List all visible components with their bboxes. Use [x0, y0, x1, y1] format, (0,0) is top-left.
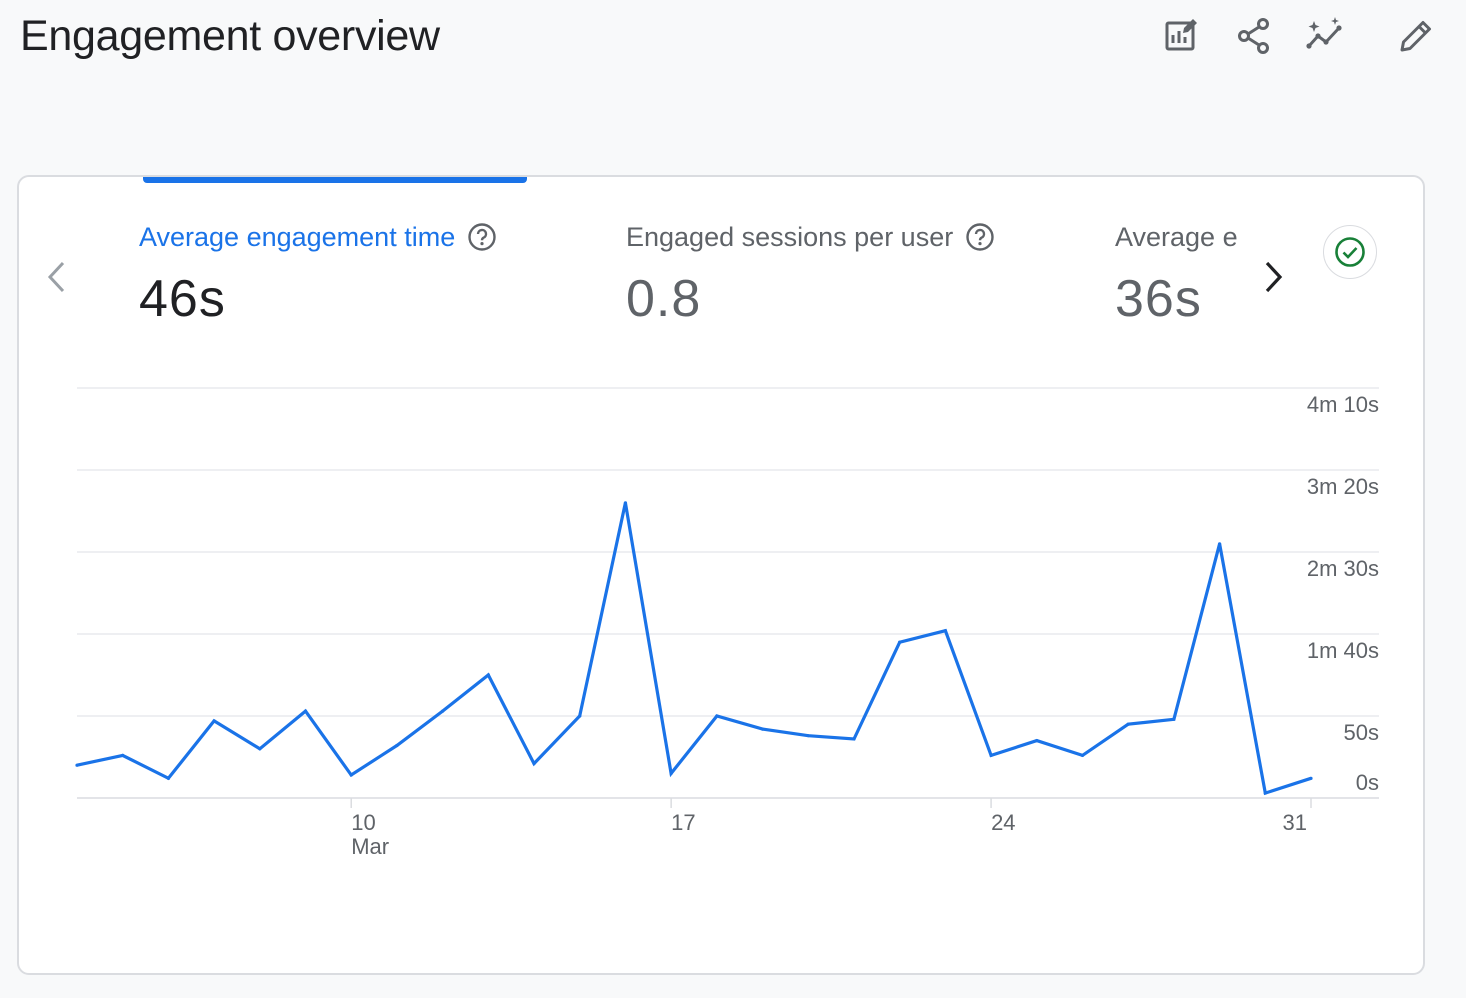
- data-point[interactable]: [1263, 791, 1267, 795]
- data-point[interactable]: [532, 761, 536, 766]
- data-point[interactable]: [1172, 717, 1176, 721]
- metric-tabs: Average engagement time 46s Engaged sess…: [139, 217, 1237, 327]
- data-point[interactable]: [1080, 753, 1085, 757]
- check-circle-icon: [1335, 237, 1365, 267]
- y-tick-label: 2m 30s: [1307, 556, 1379, 581]
- x-tick-label: 24: [991, 810, 1015, 835]
- share-icon: [1238, 18, 1269, 54]
- data-point[interactable]: [1217, 542, 1222, 546]
- metric-tab-avg-engagement-time[interactable]: Average engagement time 46s: [139, 217, 497, 327]
- series-line[interactable]: [76, 502, 1312, 796]
- data-point[interactable]: [212, 719, 216, 723]
- data-point[interactable]: [852, 737, 856, 741]
- data-point[interactable]: [395, 743, 399, 748]
- report-toolbar: [1160, 10, 1450, 60]
- metric-label: Engaged sessions per user: [626, 222, 954, 252]
- data-point[interactable]: [1035, 739, 1039, 743]
- data-point[interactable]: [441, 709, 445, 713]
- chevron-right-icon: [1265, 261, 1283, 293]
- data-point[interactable]: [898, 640, 902, 644]
- help-icon[interactable]: [467, 222, 497, 252]
- edit-button[interactable]: [1394, 14, 1438, 58]
- active-tab-indicator: [143, 177, 527, 183]
- metric-label: Average e: [1115, 222, 1237, 252]
- insights-button[interactable]: [1304, 14, 1348, 58]
- page-title: Engagement overview: [20, 12, 440, 60]
- x-tick-label: 10: [351, 810, 375, 835]
- x-tick-label: 17: [671, 810, 695, 835]
- metric-status-button[interactable]: [1323, 225, 1377, 279]
- metric-tab-engaged-sessions-per-user[interactable]: Engaged sessions per user 0.8: [626, 217, 995, 327]
- customize-report-icon: [1165, 19, 1197, 51]
- data-point[interactable]: [623, 501, 628, 505]
- data-point[interactable]: [349, 773, 353, 777]
- data-point[interactable]: [75, 763, 79, 767]
- metric-label: Average engagement time: [139, 222, 456, 252]
- data-point[interactable]: [989, 753, 993, 757]
- metric-value: 0.8: [626, 270, 702, 327]
- data-point[interactable]: [669, 771, 673, 776]
- y-tick-label: 50s: [1344, 720, 1379, 745]
- data-point[interactable]: [486, 673, 490, 677]
- y-tick-label: 3m 20s: [1307, 474, 1379, 499]
- engagement-card: Average engagement time 46s Engaged sess…: [17, 175, 1425, 975]
- metric-value: 36s: [1115, 270, 1202, 327]
- data-point[interactable]: [943, 629, 947, 633]
- metric-tab-average-engagement-per-session[interactable]: Average e 36s: [1115, 217, 1237, 327]
- data-point[interactable]: [1126, 722, 1130, 726]
- x-tick-sublabel: Mar: [351, 834, 389, 859]
- y-tick-label: 0s: [1356, 770, 1379, 795]
- edit-icon: [1400, 21, 1431, 52]
- y-tick-label: 1m 40s: [1307, 638, 1379, 663]
- data-point[interactable]: [715, 714, 719, 718]
- data-point[interactable]: [121, 753, 125, 757]
- data-point[interactable]: [760, 727, 765, 731]
- y-tick-label: 4m 10s: [1307, 392, 1379, 417]
- insights-icon: [1306, 17, 1342, 49]
- share-button[interactable]: [1232, 14, 1276, 58]
- customize-report-button[interactable]: [1160, 14, 1204, 58]
- metric-next-button[interactable]: [1253, 257, 1293, 297]
- chevron-left-icon: [47, 261, 65, 293]
- help-icon[interactable]: [965, 222, 995, 252]
- data-point[interactable]: [1309, 776, 1313, 780]
- data-point[interactable]: [303, 709, 308, 713]
- metric-prev-button[interactable]: [37, 257, 77, 297]
- data-point[interactable]: [806, 734, 810, 738]
- metric-value: 46s: [139, 270, 226, 327]
- data-point[interactable]: [258, 747, 262, 751]
- x-tick-label: 31: [1283, 810, 1307, 835]
- data-point[interactable]: [578, 714, 582, 718]
- data-point[interactable]: [166, 776, 171, 780]
